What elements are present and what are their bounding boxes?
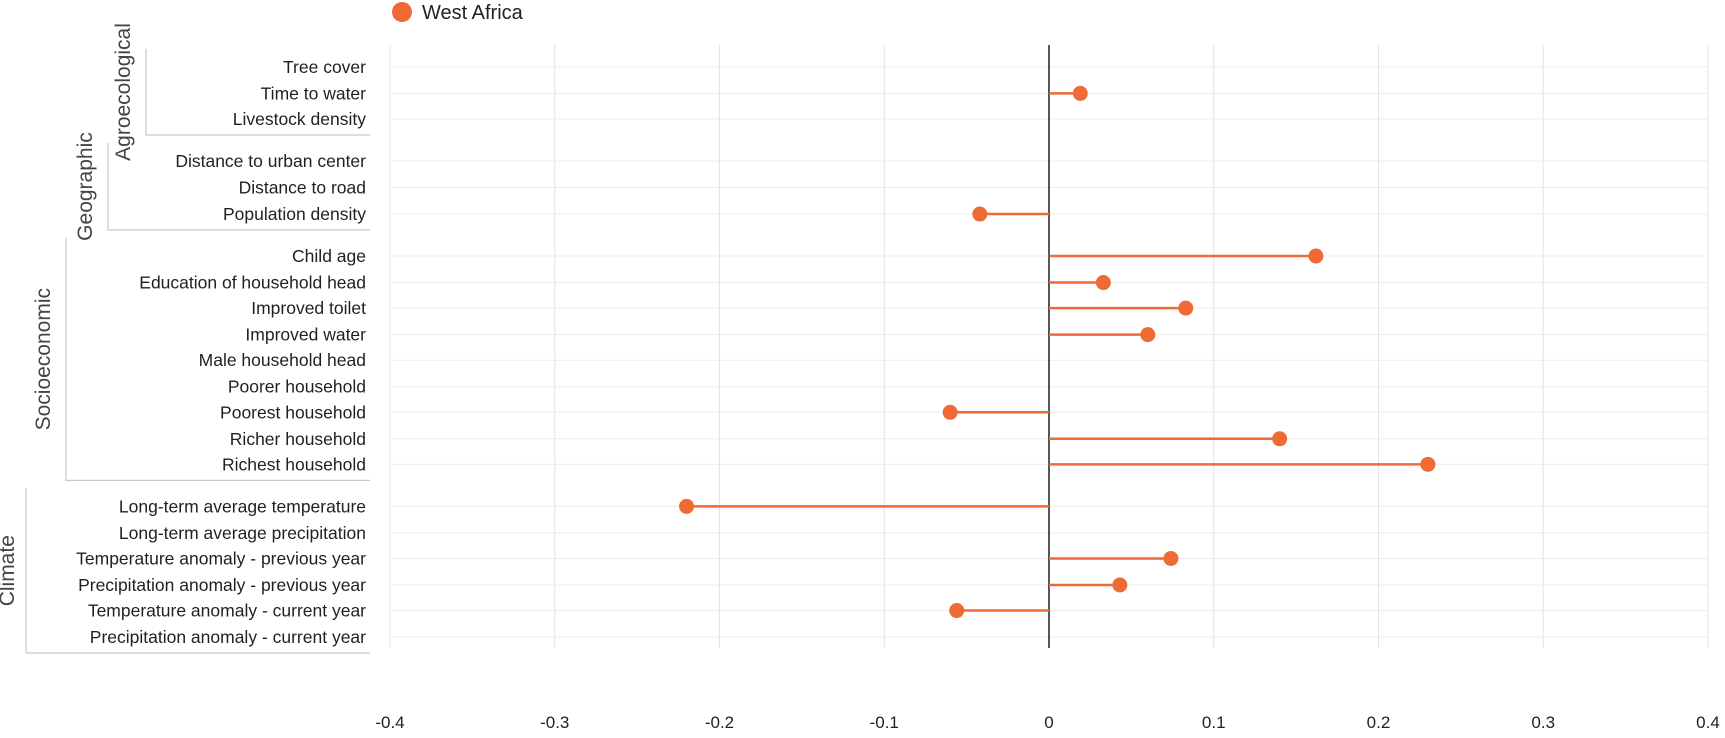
x-tick-label-0: -0.4	[375, 713, 404, 732]
point-improved-water	[1140, 327, 1156, 343]
category-label-precipitation-anomaly-current-year: Precipitation anomaly - current year	[90, 627, 366, 647]
x-tick-label-3: -0.1	[870, 713, 899, 732]
point-richest-household	[1420, 456, 1436, 472]
point-long-term-average-temperature	[679, 498, 695, 514]
category-label-distance-to-urban-center: Distance to urban center	[175, 151, 366, 171]
group-label-agroecological: Agroecological	[112, 23, 135, 161]
group-bracket-geographic	[107, 143, 370, 231]
category-label-temperature-anomaly-current-year: Temperature anomaly - current year	[88, 601, 366, 621]
group-label-climate: Climate	[0, 535, 19, 606]
category-label-richer-household: Richer household	[230, 429, 366, 449]
x-tick-label-2: -0.2	[705, 713, 734, 732]
x-tick-label-1: -0.3	[540, 713, 569, 732]
point-temperature-anomaly-previous-year	[1163, 550, 1179, 566]
category-label-poorer-household: Poorer household	[228, 377, 366, 397]
category-label-male-household-head: Male household head	[199, 350, 366, 370]
point-time-to-water	[1072, 85, 1088, 101]
category-label-improved-water: Improved water	[245, 325, 366, 345]
point-richer-household	[1272, 431, 1288, 447]
legend-label-west-africa: West Africa	[422, 2, 524, 24]
category-label-education-of-household-head: Education of household head	[139, 273, 366, 293]
x-tick-label-7: 0.3	[1531, 713, 1555, 732]
group-brackets: Agroecological Geographic Socioeconomic Cli…	[0, 23, 370, 654]
group-bracket-climate	[25, 488, 370, 654]
point-poorest-household	[942, 404, 958, 420]
point-child-age	[1308, 248, 1324, 264]
category-label-tree-cover: Tree cover	[283, 57, 366, 77]
group-label-geographic: Geographic	[74, 132, 97, 241]
point-precipitation-anomaly-previous-year	[1112, 577, 1128, 593]
x-tick-labels: -0.4 -0.3 -0.2 -0.1 0 0.1 0.2 0.3 0.4	[375, 713, 1719, 732]
legend-marker	[392, 2, 412, 22]
category-label-temperature-anomaly-previous-year: Temperature anomaly - previous year	[76, 548, 366, 568]
group-bracket-socioeconomic	[65, 238, 370, 481]
legend: West Africa	[392, 2, 524, 24]
x-tick-label-8: 0.4	[1696, 713, 1720, 732]
category-labels: Tree cover Time to water Livestock density…	[76, 57, 366, 647]
category-label-population-density: Population density	[223, 204, 366, 224]
point-population-density	[972, 206, 988, 222]
category-label-time-to-water: Time to water	[261, 83, 367, 103]
point-improved-toilet	[1178, 300, 1194, 316]
point-education-of-household-head	[1095, 275, 1111, 291]
category-label-improved-toilet: Improved toilet	[251, 298, 366, 318]
group-bracket-agroecological	[145, 48, 370, 136]
group-label-socioeconomic: Socioeconomic	[32, 288, 55, 430]
category-label-poorest-household: Poorest household	[220, 402, 366, 422]
category-label-child-age: Child age	[292, 246, 366, 266]
category-label-distance-to-road: Distance to road	[239, 178, 366, 198]
category-label-richest-household: Richest household	[222, 454, 366, 474]
x-tick-label-6: 0.2	[1367, 713, 1391, 732]
category-label-long-term-average-precipitation: Long-term average precipitation	[119, 523, 366, 543]
category-label-livestock-density: Livestock density	[233, 109, 367, 129]
category-label-long-term-average-temperature: Long-term average temperature	[119, 496, 366, 516]
lollipop-lines	[679, 85, 1436, 619]
point-temperature-anomaly-current-year	[949, 603, 965, 619]
x-tick-label-5: 0.1	[1202, 713, 1226, 732]
category-label-precipitation-anomaly-previous-year: Precipitation anomaly - previous year	[78, 575, 366, 595]
x-tick-label-4: 0	[1044, 713, 1053, 732]
